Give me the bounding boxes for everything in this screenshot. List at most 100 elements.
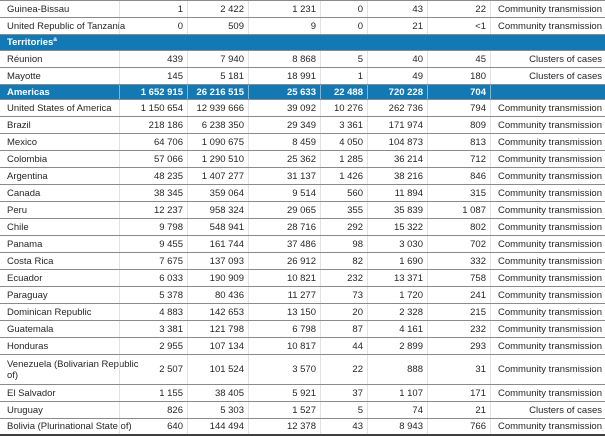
country-name-cell: Ecuador [7, 272, 43, 284]
table-row: Canada 38 345 359 064 9 514 560 11 894 315 Comm… [0, 185, 605, 202]
value-cell: 57 066 [119, 151, 187, 167]
value-cell: 13 150 [248, 304, 320, 320]
country-name-cell: United Republic of Tanzania [7, 20, 126, 32]
value-cell: 5 181 [187, 68, 248, 84]
value-cell: 5 921 [248, 385, 320, 401]
value-cell: 142 653 [187, 304, 248, 320]
transmission-classification-cell: Community transmission [490, 168, 605, 184]
value-cell: 766 [427, 419, 490, 434]
value-cell: 7 675 [119, 253, 187, 269]
value-cell: 215 [427, 304, 490, 320]
value-cell: 332 [427, 253, 490, 269]
value-cell: 38 345 [119, 185, 187, 201]
value-cell: 38 216 [367, 168, 427, 184]
value-cell: 813 [427, 134, 490, 150]
value-cell: 702 [427, 236, 490, 252]
value-cell: 10 817 [248, 338, 320, 354]
value-cell: 145 [119, 68, 187, 84]
value-cell: 359 064 [187, 185, 248, 201]
transmission-classification-cell: Clusters of cases [490, 402, 605, 418]
table-row: Bolivia (Plurinational State of) 640 144 4… [0, 419, 605, 436]
value-cell: 888 [367, 355, 427, 384]
country-name-cell: Mayotte [7, 70, 41, 82]
value-cell: 2 507 [119, 355, 187, 384]
value-cell: 439 [119, 51, 187, 67]
value-cell: 82 [320, 253, 367, 269]
value-cell: 1 407 277 [187, 168, 248, 184]
value-cell: 758 [427, 270, 490, 286]
value-cell: 802 [427, 219, 490, 235]
value-cell: 40 [367, 51, 427, 67]
value-cell: 107 134 [187, 338, 248, 354]
value-cell: 31 [427, 355, 490, 384]
value-cell: 1 155 [119, 385, 187, 401]
table-row: Chile 9 798 548 941 28 716 292 15 322 802 Commu… [0, 219, 605, 236]
transmission-classification-cell: Community transmission [490, 419, 605, 434]
value-cell: 45 [427, 51, 490, 67]
value-cell: 1 690 [367, 253, 427, 269]
value-cell: 6 238 350 [187, 117, 248, 133]
value-cell: 28 716 [248, 219, 320, 235]
value-cell: 161 744 [187, 236, 248, 252]
value-cell: 36 214 [367, 151, 427, 167]
region-summary-row: Americas 1 652 915 26 216 515 25 633 22 488 7… [0, 85, 605, 100]
country-name-cell: Honduras [7, 340, 49, 352]
value-cell: 1 231 [248, 1, 320, 17]
country-name-cell: Réunion [7, 53, 43, 65]
value-cell: 48 235 [119, 168, 187, 184]
value-cell: 74 [367, 402, 427, 418]
country-name-cell: Dominican Republic [7, 306, 92, 318]
value-cell: 640 [119, 419, 187, 434]
value-cell: 2 955 [119, 338, 187, 354]
region-name-cell: Americas [7, 86, 50, 98]
value-cell: 9 798 [119, 219, 187, 235]
value-cell: 1 285 [320, 151, 367, 167]
value-cell: 4 161 [367, 321, 427, 337]
table-row: Colombia 57 066 1 290 510 25 362 1 285 36 214… [0, 151, 605, 168]
value-cell: 355 [320, 202, 367, 218]
country-name-cell: Uruguay [7, 404, 43, 416]
value-cell: 180 [427, 68, 490, 84]
value-cell: 39 092 [248, 100, 320, 116]
value-cell: 22 [427, 1, 490, 17]
value-cell: 18 991 [248, 68, 320, 84]
value-cell: 315 [427, 185, 490, 201]
value-cell: 1 652 915 [119, 85, 187, 99]
value-cell: 171 [427, 385, 490, 401]
table-row: Venezuela (Bolivarian Republic of) 2 507 1… [0, 355, 605, 385]
value-cell: 241 [427, 287, 490, 303]
value-cell: 509 [187, 18, 248, 34]
country-name-cell: Costa Rica [7, 255, 54, 267]
transmission-classification-cell: Community transmission [490, 321, 605, 337]
transmission-classification-cell: Community transmission [490, 287, 605, 303]
value-cell: 43 [367, 1, 427, 17]
transmission-classification-cell: Community transmission [490, 219, 605, 235]
value-cell: 720 228 [367, 85, 427, 99]
table-row: Mayotte 145 5 181 18 991 1 49 180 Clusters of c… [0, 68, 605, 85]
footnote-marker: a [53, 35, 57, 43]
value-cell: 1 [320, 68, 367, 84]
value-cell: 44 [320, 338, 367, 354]
value-cell: 21 [427, 402, 490, 418]
table-row: Brazil 218 186 6 238 350 29 349 3 361 171 974… [0, 117, 605, 134]
transmission-classification-cell: Community transmission [490, 338, 605, 354]
value-cell: 2 422 [187, 1, 248, 17]
value-cell: 15 322 [367, 219, 427, 235]
value-cell: 31 137 [248, 168, 320, 184]
value-cell: 26 216 515 [187, 85, 248, 99]
value-cell: 25 633 [248, 85, 320, 99]
value-cell: 6 033 [119, 270, 187, 286]
value-cell: 1 527 [248, 402, 320, 418]
value-cell: 37 486 [248, 236, 320, 252]
value-cell: 64 706 [119, 134, 187, 150]
value-cell: 4 883 [119, 304, 187, 320]
value-cell: 1 150 654 [119, 100, 187, 116]
transmission-classification-cell: Community transmission [490, 385, 605, 401]
value-cell: 29 065 [248, 202, 320, 218]
value-cell: 1 087 [427, 202, 490, 218]
country-name-cell: Paraguay [7, 289, 48, 301]
value-cell: 262 736 [367, 100, 427, 116]
table-row: United Republic of Tanzania 0 509 9 0 21 <1 Com… [0, 18, 605, 35]
value-cell: 2 899 [367, 338, 427, 354]
value-cell: 292 [320, 219, 367, 235]
